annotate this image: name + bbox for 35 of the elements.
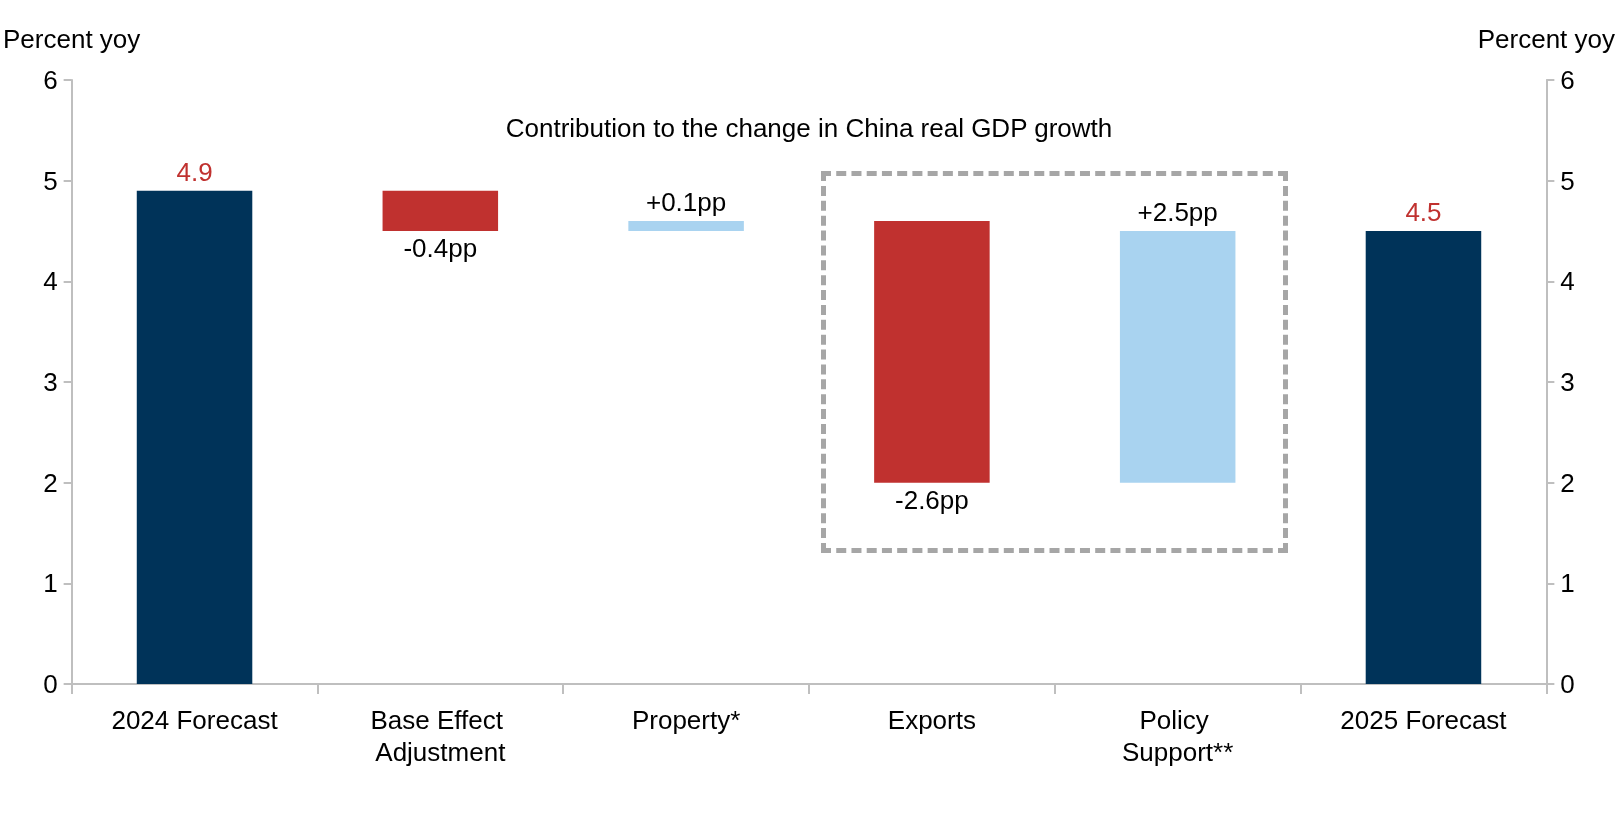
x-tick-label: Base Effect Adjustment <box>370 705 511 767</box>
text: Contribution to the change in China real GDP growth <box>505 113 1113 143</box>
y2-tick-label: 5 <box>1560 165 1575 196</box>
x-tick-label: Policy Support** <box>1122 705 1234 767</box>
y2-tick-label: 2 <box>1560 467 1575 498</box>
y2-tick-label: 6 <box>1560 65 1575 95</box>
bar <box>1119 231 1236 483</box>
data-label: 4.5 <box>1405 197 1442 227</box>
data-label: 4.9 <box>176 156 213 187</box>
y2-tick-label: 4 <box>1560 266 1575 297</box>
x-tick-label: 2024 Forecast <box>111 705 279 735</box>
y-axis-title: Percent yoy <box>3 24 141 54</box>
y2-axis-title: Percent yoy <box>1477 24 1615 54</box>
x-tick-label: Property* <box>631 705 741 735</box>
y2-tick-label: 0 <box>1560 669 1575 699</box>
data-label: +0.1pp <box>645 186 727 217</box>
y-tick-label: 3 <box>43 367 58 397</box>
bar <box>1365 231 1482 684</box>
bar <box>136 190 253 684</box>
bar <box>874 220 990 483</box>
y2-tick-label: 3 <box>1560 367 1575 397</box>
y-tick-label: 5 <box>43 165 58 196</box>
y-tick-label: 4 <box>43 266 58 297</box>
x-tick-label: 2025 Forecast <box>1340 705 1508 735</box>
y-tick-label: 1 <box>43 568 58 599</box>
y-tick-label: 6 <box>43 65 58 95</box>
bar <box>382 190 499 231</box>
y-tick-label: 2 <box>43 467 58 498</box>
data-label: -0.4pp <box>403 233 478 263</box>
data-label: -2.6pp <box>895 484 969 515</box>
x-tick-label: Exports <box>887 705 976 735</box>
bar <box>628 220 744 231</box>
data-label: +2.5pp <box>1137 197 1218 227</box>
y-tick-label: 0 <box>43 669 58 699</box>
y2-tick-label: 1 <box>1560 568 1575 599</box>
